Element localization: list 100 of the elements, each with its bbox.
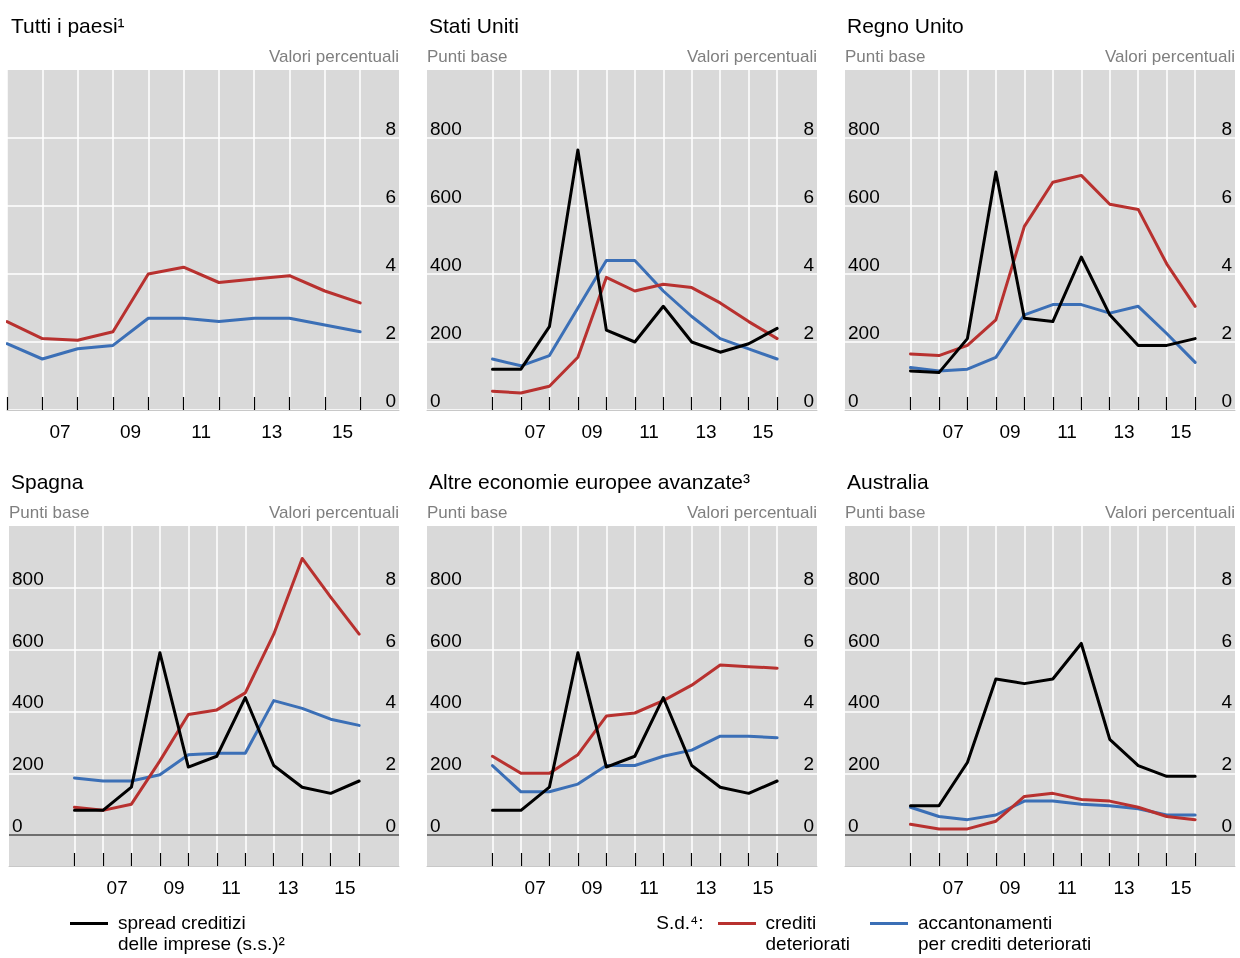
x-tick-label: 09 [120, 421, 142, 442]
y-tick-label: 400 [430, 691, 462, 713]
y-tick-label: 600 [430, 629, 462, 651]
y-tick-label: 0 [12, 815, 23, 837]
x-tick-label: 15 [752, 877, 774, 898]
y-tick-label: 200 [430, 322, 462, 343]
y2-tick-label: 2 [803, 753, 814, 775]
legend-label: accantonamenti per crediti deteriorati [918, 912, 1092, 954]
x-tick-label: 13 [1113, 421, 1135, 442]
chart-title: Australia [847, 470, 930, 493]
y-tick-label: 200 [430, 753, 462, 775]
y-tick-label: 0 [848, 815, 859, 837]
x-tick-label: 11 [639, 877, 659, 898]
y2-axis-title: Valori percentuali [1104, 47, 1235, 66]
y2-tick-label: 6 [803, 629, 814, 651]
x-tick-label: 11 [191, 421, 212, 442]
y2-tick-label: 2 [803, 322, 814, 343]
x-tick-label: 09 [163, 877, 185, 898]
chart-title: Tutti i paesi¹ [11, 14, 125, 37]
x-tick-label: 07 [524, 421, 546, 442]
y-axis-title: Punti base [9, 503, 90, 522]
x-tick-label: 13 [261, 421, 283, 442]
x-tick-label: 15 [1170, 421, 1192, 442]
x-tick-label: 07 [942, 421, 964, 442]
legend-label: spread creditizi delle imprese (s.s.)² [118, 912, 285, 954]
x-tick-label: 11 [639, 421, 659, 442]
x-tick-label: 15 [1170, 877, 1192, 898]
y-tick-label: 600 [848, 629, 880, 651]
x-tick-label: 07 [524, 877, 546, 898]
x-tick-label: 15 [331, 421, 354, 442]
x-tick-label: 07 [106, 877, 128, 898]
y2-tick-label: 6 [803, 186, 814, 207]
y2-axis-title: Valori percentuali [686, 503, 817, 522]
y2-tick-label: 6 [1221, 186, 1232, 207]
x-tick-label: 09 [581, 421, 603, 442]
y-axis-title: Punti base [427, 503, 508, 522]
y2-axis-title: Valori percentuali [1104, 503, 1235, 522]
x-tick-label: 07 [942, 877, 964, 898]
y-tick-label: 400 [848, 254, 880, 275]
y-tick-label: 800 [430, 567, 462, 589]
x-tick-label: 09 [999, 877, 1021, 898]
y2-tick-label: 2 [385, 322, 396, 343]
y2-tick-label: 6 [385, 186, 396, 207]
y2-tick-label: 0 [1221, 390, 1232, 411]
y2-axis-title: Valori percentuali [268, 47, 399, 66]
y2-tick-label: 8 [803, 567, 814, 589]
y2-tick-label: 0 [385, 815, 396, 837]
chart-title: Stati Uniti [429, 14, 519, 37]
y2-axis-title: Valori percentuali [268, 503, 399, 522]
x-tick-label: 15 [752, 421, 774, 442]
y-tick-label: 200 [848, 753, 880, 775]
y2-tick-label: 2 [385, 753, 396, 775]
y2-tick-label: 6 [385, 629, 396, 651]
x-tick-label: 11 [1057, 877, 1077, 898]
y-tick-label: 600 [430, 186, 462, 207]
x-tick-label: 11 [1057, 421, 1077, 442]
x-tick-label: 07 [49, 421, 71, 442]
y2-tick-label: 8 [385, 118, 396, 139]
x-tick-label: 13 [695, 421, 717, 442]
y2-tick-label: 2 [1221, 753, 1232, 775]
y2-tick-label: 0 [385, 390, 396, 411]
x-tick-label: 09 [999, 421, 1021, 442]
legend-label: crediti deteriorati [765, 912, 850, 954]
y2-tick-label: 0 [1221, 815, 1232, 837]
y-axis-title: Punti base [845, 503, 926, 522]
y-axis-title: Punti base [845, 47, 926, 66]
y2-tick-label: 8 [385, 567, 396, 589]
y2-tick-label: 4 [385, 691, 397, 713]
y2-tick-label: 8 [1221, 567, 1232, 589]
y2-tick-label: 8 [1221, 118, 1232, 139]
y-tick-label: 400 [12, 691, 44, 713]
y-tick-label: 200 [848, 322, 880, 343]
y2-tick-label: 2 [1221, 322, 1232, 343]
y-tick-label: 800 [848, 567, 880, 589]
y-tick-label: 600 [12, 629, 44, 651]
y2-tick-label: 6 [1221, 629, 1232, 651]
y2-tick-label: 4 [1221, 691, 1233, 713]
x-tick-label: 15 [334, 877, 356, 898]
y2-tick-label: 0 [803, 390, 814, 411]
chart-title: Altre economie europee avanzate³ [429, 470, 751, 493]
y2-tick-label: 4 [385, 254, 397, 275]
y-tick-label: 0 [430, 390, 441, 411]
x-tick-label: 13 [277, 877, 299, 898]
y-tick-label: 800 [12, 567, 44, 589]
y2-tick-label: 8 [803, 118, 814, 139]
y2-tick-label: 4 [803, 254, 815, 275]
x-tick-label: 09 [581, 877, 603, 898]
chart-title: Spagna [11, 470, 84, 493]
x-tick-label: 13 [1113, 877, 1135, 898]
y-tick-label: 400 [430, 254, 462, 275]
x-tick-label: 11 [221, 877, 241, 898]
y-tick-label: 0 [430, 815, 441, 837]
y-tick-label: 800 [430, 118, 462, 139]
y-tick-label: 0 [848, 390, 859, 411]
y2-tick-label: 0 [803, 815, 814, 837]
chart-title: Regno Unito [847, 14, 964, 37]
y2-axis-title: Valori percentuali [686, 47, 817, 66]
y-tick-label: 600 [848, 186, 880, 207]
y2-tick-label: 4 [803, 691, 815, 713]
legend-title: S.d.⁴: [656, 912, 704, 933]
